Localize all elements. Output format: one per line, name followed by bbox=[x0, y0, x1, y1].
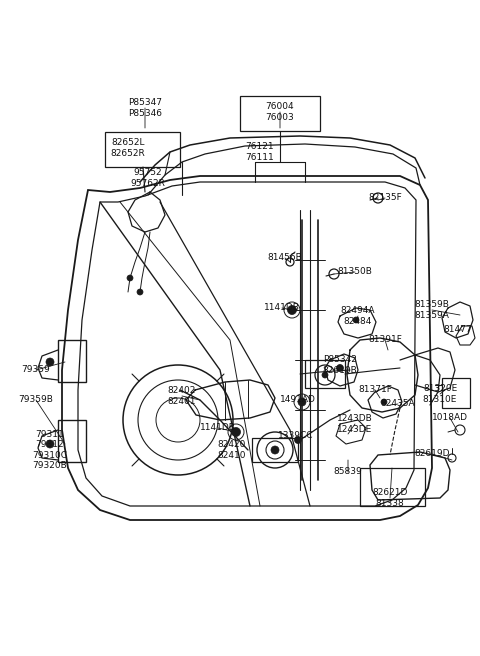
Circle shape bbox=[295, 436, 301, 443]
Text: 82402
82401: 82402 82401 bbox=[168, 386, 196, 405]
Text: 1141DB: 1141DB bbox=[200, 424, 236, 432]
Bar bbox=[252, 438, 298, 462]
Circle shape bbox=[298, 398, 306, 406]
Bar bbox=[105, 132, 180, 167]
Text: 79359B: 79359B bbox=[19, 396, 53, 405]
Circle shape bbox=[137, 289, 143, 295]
Text: 81371F: 81371F bbox=[358, 386, 392, 394]
Text: 76121
76111: 76121 76111 bbox=[246, 142, 275, 161]
Text: 82652L
82652R: 82652L 82652R bbox=[110, 138, 145, 157]
Text: 1243DB
1243DE: 1243DB 1243DE bbox=[337, 415, 373, 434]
Bar bbox=[442, 378, 470, 408]
Text: 82621D
81338: 82621D 81338 bbox=[372, 488, 408, 508]
Text: 1339CC: 1339CC bbox=[278, 432, 314, 440]
Text: 1018AD: 1018AD bbox=[432, 413, 468, 422]
Circle shape bbox=[46, 358, 54, 366]
Text: 82135F: 82135F bbox=[368, 194, 402, 203]
Circle shape bbox=[271, 446, 279, 454]
Circle shape bbox=[322, 372, 328, 378]
Bar bbox=[58, 420, 86, 462]
Text: 1141DB: 1141DB bbox=[264, 304, 300, 312]
Circle shape bbox=[353, 317, 359, 323]
Text: 82494A
82484: 82494A 82484 bbox=[341, 306, 375, 325]
Text: P85342
82610B: P85342 82610B bbox=[323, 356, 358, 375]
Text: 81391F: 81391F bbox=[368, 335, 402, 344]
Text: 81477: 81477 bbox=[444, 325, 472, 335]
Circle shape bbox=[381, 399, 387, 405]
Text: 79359: 79359 bbox=[22, 365, 50, 375]
Text: 81350B: 81350B bbox=[337, 268, 372, 276]
Circle shape bbox=[336, 365, 344, 371]
Circle shape bbox=[288, 306, 297, 314]
Text: 76004
76003: 76004 76003 bbox=[265, 102, 294, 122]
Bar bbox=[240, 96, 320, 131]
Bar bbox=[360, 468, 425, 506]
Bar bbox=[305, 360, 345, 388]
Text: 82435A: 82435A bbox=[381, 400, 415, 409]
Text: 85839: 85839 bbox=[334, 468, 362, 476]
Text: 81456B: 81456B bbox=[268, 253, 302, 262]
Text: 1491AD: 1491AD bbox=[280, 396, 316, 405]
Text: 79311
79312
79310C
79320B: 79311 79312 79310C 79320B bbox=[33, 430, 68, 470]
Text: P85347
P85346: P85347 P85346 bbox=[128, 98, 162, 117]
Text: 82420
82410: 82420 82410 bbox=[218, 440, 246, 460]
Text: 81320E
81310E: 81320E 81310E bbox=[423, 384, 457, 403]
Circle shape bbox=[231, 428, 240, 436]
Circle shape bbox=[46, 440, 54, 448]
Bar bbox=[58, 340, 86, 382]
Circle shape bbox=[127, 275, 133, 281]
Text: 95752
95762R: 95752 95762R bbox=[131, 169, 166, 188]
Text: 82619D: 82619D bbox=[414, 449, 450, 459]
Text: 81359B
81359A: 81359B 81359A bbox=[415, 300, 449, 319]
